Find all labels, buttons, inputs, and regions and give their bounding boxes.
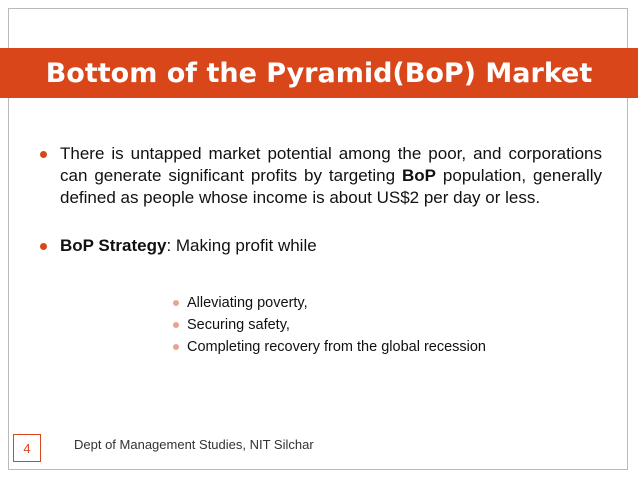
bullet-dot-icon xyxy=(40,151,52,158)
bullet2-bold: BoP Strategy xyxy=(60,236,167,255)
sub-bullet-text: Completing recovery from the global rece… xyxy=(187,339,486,355)
bullet-text: There is untapped market potential among… xyxy=(60,143,602,209)
bullet-dot-icon xyxy=(40,243,52,250)
bullet1-text-after: population, generally defined as people … xyxy=(60,166,602,207)
sub-bullet-item: Securing safety, xyxy=(173,314,486,336)
bullet-text: BoP Strategy: Making profit while xyxy=(60,235,317,257)
bullet2-text: : Making profit while xyxy=(166,236,317,255)
sub-bullet-dot-icon xyxy=(173,322,179,328)
sub-bullet-dot-icon xyxy=(173,344,179,350)
slide-number: 4 xyxy=(13,434,41,462)
sub-bullet-item: Alleviating poverty, xyxy=(173,292,486,314)
slide-title: Bottom of the Pyramid(BoP) Market xyxy=(45,57,593,89)
bullet1-text-before: There is untapped market potential among… xyxy=(60,144,602,185)
bullet-item-untapped-market: There is untapped market potential among… xyxy=(40,143,602,209)
title-band: Bottom of the Pyramid(BoP) Market xyxy=(0,48,638,98)
slide-body: There is untapped market potential among… xyxy=(40,143,602,257)
bullet-item-bop-strategy: BoP Strategy: Making profit while xyxy=(40,235,602,257)
sub-bullet-text: Alleviating poverty, xyxy=(187,295,308,311)
sub-bullet-text: Securing safety, xyxy=(187,317,290,333)
footer-text: Dept of Management Studies, NIT Silchar xyxy=(74,437,314,452)
sub-bullet-dot-icon xyxy=(173,300,179,306)
slide-frame xyxy=(8,8,628,470)
sub-bullet-list: Alleviating poverty, Securing safety, Co… xyxy=(173,292,486,358)
sub-bullet-item: Completing recovery from the global rece… xyxy=(173,336,486,358)
bullet1-bold: BoP xyxy=(402,166,436,185)
